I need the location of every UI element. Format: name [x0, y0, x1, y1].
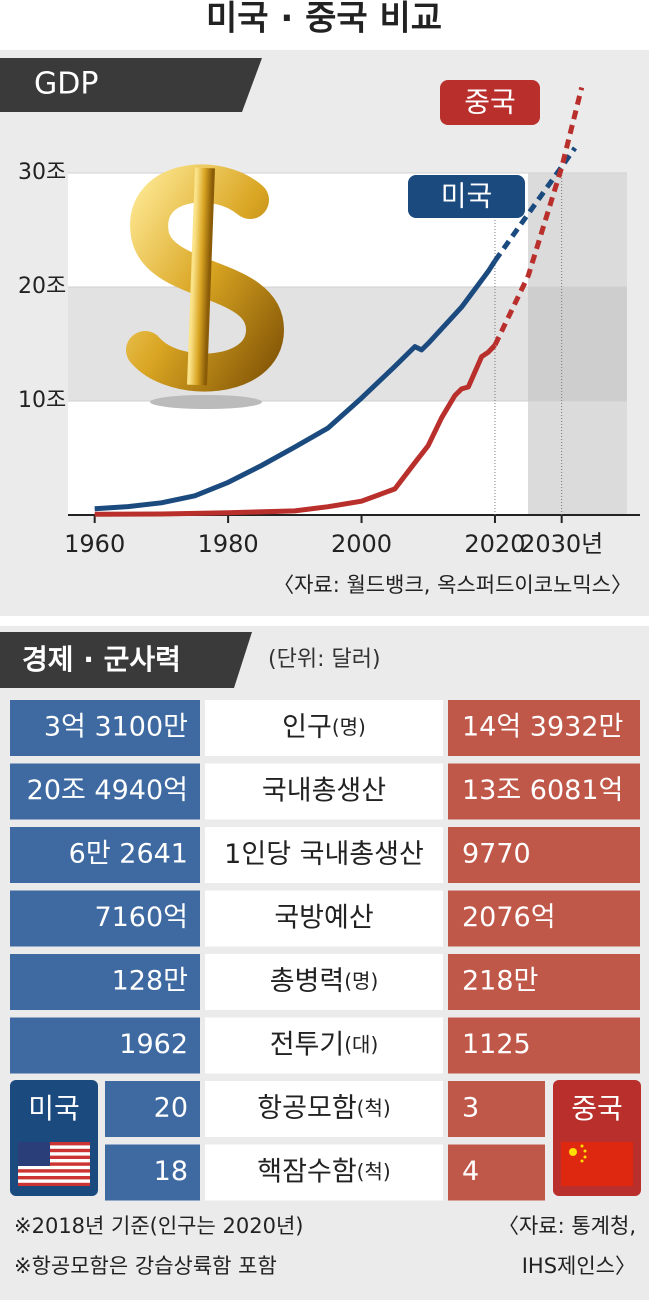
item-unit: (척) — [357, 1096, 391, 1120]
china-value: 1125 — [462, 1029, 531, 1060]
us-cell — [10, 763, 200, 820]
us-label: 미국 — [28, 1092, 80, 1125]
y-tick-label: 30조 — [18, 160, 66, 185]
dollar-icon — [126, 164, 285, 409]
us-value: 1962 — [119, 1029, 188, 1060]
item-cell — [205, 700, 443, 756]
chart-title-box — [0, 58, 262, 112]
item-unit: (명) — [344, 969, 378, 993]
us-cell — [105, 1144, 200, 1201]
us-value: 7160억 — [94, 902, 188, 933]
table-title: 경제 · 군사력 — [22, 643, 181, 676]
china-cell — [448, 1081, 545, 1137]
y-tick-label: 10조 — [18, 388, 66, 413]
table-title-box — [0, 632, 252, 688]
item-name: 총병력 — [270, 966, 345, 997]
x-tick-label: 1980 — [198, 530, 259, 558]
table-source: IHS제인스〉 — [522, 1254, 636, 1278]
legend-label: 중국 — [464, 86, 516, 119]
china-value: 9770 — [462, 839, 531, 870]
page-title: 미국 · 중국 비교 — [206, 0, 442, 39]
item-cell — [205, 954, 443, 1010]
table-source: 〈자료: 통계청, — [498, 1214, 636, 1238]
series-line — [492, 86, 585, 347]
chart-title: GDP — [34, 67, 98, 102]
item-label: 1인당 국내총생산 — [224, 839, 424, 870]
item-cell — [205, 1144, 443, 1201]
item-label: 전투기(대) — [270, 1029, 379, 1060]
item-name: 전투기 — [270, 1029, 345, 1060]
item-unit: (명) — [332, 715, 366, 739]
china-value: 3 — [462, 1093, 479, 1124]
item-label: 총병력(명) — [270, 966, 379, 997]
x-tick-label: 2030년 — [520, 530, 603, 558]
legend-box — [408, 175, 525, 218]
item-name: 항공모함 — [257, 1093, 356, 1124]
series-line — [94, 343, 497, 517]
x-tick-label: 2020 — [464, 530, 525, 558]
us-cell — [10, 890, 200, 947]
note: ※2018년 기준(인구는 2020년) — [14, 1214, 303, 1238]
item-label: 항공모함(척) — [257, 1093, 390, 1124]
x-tick-label: 1960 — [64, 530, 125, 558]
us-cell — [10, 1017, 200, 1074]
china-cell — [448, 1144, 545, 1201]
item-label: 국내총생산 — [262, 775, 386, 806]
us-value: 6만 2641 — [69, 839, 188, 870]
legend-label: 미국 — [441, 180, 493, 213]
china-value: 4 — [462, 1156, 479, 1187]
us-flag — [18, 1142, 90, 1186]
us-cell — [105, 1081, 200, 1137]
item-unit: (척) — [357, 1159, 391, 1183]
china-flag — [561, 1142, 633, 1186]
us-value: 20 — [154, 1093, 188, 1124]
china-cell — [448, 1017, 640, 1074]
chart-source: 〈자료: 월드뱅크, 옥스퍼드이코노믹스〉 — [273, 573, 632, 597]
us-value: 18 — [154, 1156, 188, 1187]
us-value: 20조 4940억 — [27, 775, 188, 806]
us-cell — [10, 827, 200, 883]
china-cell — [448, 890, 640, 947]
us-value: 128만 — [112, 966, 188, 997]
legend-box — [440, 80, 540, 125]
china-cell — [448, 700, 640, 756]
item-name: 핵잠수함 — [257, 1156, 356, 1187]
series-line — [94, 259, 498, 512]
us-cell — [10, 700, 200, 756]
china-label: 중국 — [571, 1092, 623, 1125]
item-name: 국내총생산 — [262, 775, 386, 806]
china-value: 13조 6081억 — [462, 775, 623, 806]
us-value: 3억 3100만 — [44, 712, 188, 743]
china-value: 2076억 — [462, 902, 556, 933]
item-name: 인구 — [282, 712, 332, 743]
us-cell — [10, 954, 200, 1010]
x-tick-label: 2000 — [331, 530, 392, 558]
note: ※항공모함은 강습상륙함 포함 — [14, 1254, 277, 1278]
item-cell — [205, 1081, 443, 1137]
table-unit: (단위: 달러) — [268, 647, 381, 672]
series-line — [492, 146, 578, 263]
item-cell — [205, 763, 443, 820]
china-value: 218만 — [462, 966, 538, 997]
item-name: 1인당 국내총생산 — [224, 839, 424, 870]
item-label: 인구(명) — [282, 712, 366, 743]
china-cell — [448, 954, 640, 1010]
china-cell — [448, 827, 640, 883]
item-unit: (대) — [344, 1032, 378, 1056]
y-tick-label: 20조 — [18, 274, 66, 299]
item-label: 국방예산 — [274, 902, 373, 933]
projection-zone — [528, 173, 627, 515]
item-cell — [205, 890, 443, 947]
china-value: 14억 3932만 — [462, 712, 623, 743]
item-cell — [205, 827, 443, 883]
china-cell — [448, 763, 640, 820]
item-cell — [205, 1017, 443, 1074]
item-name: 국방예산 — [274, 902, 373, 933]
item-label: 핵잠수함(척) — [257, 1156, 390, 1187]
